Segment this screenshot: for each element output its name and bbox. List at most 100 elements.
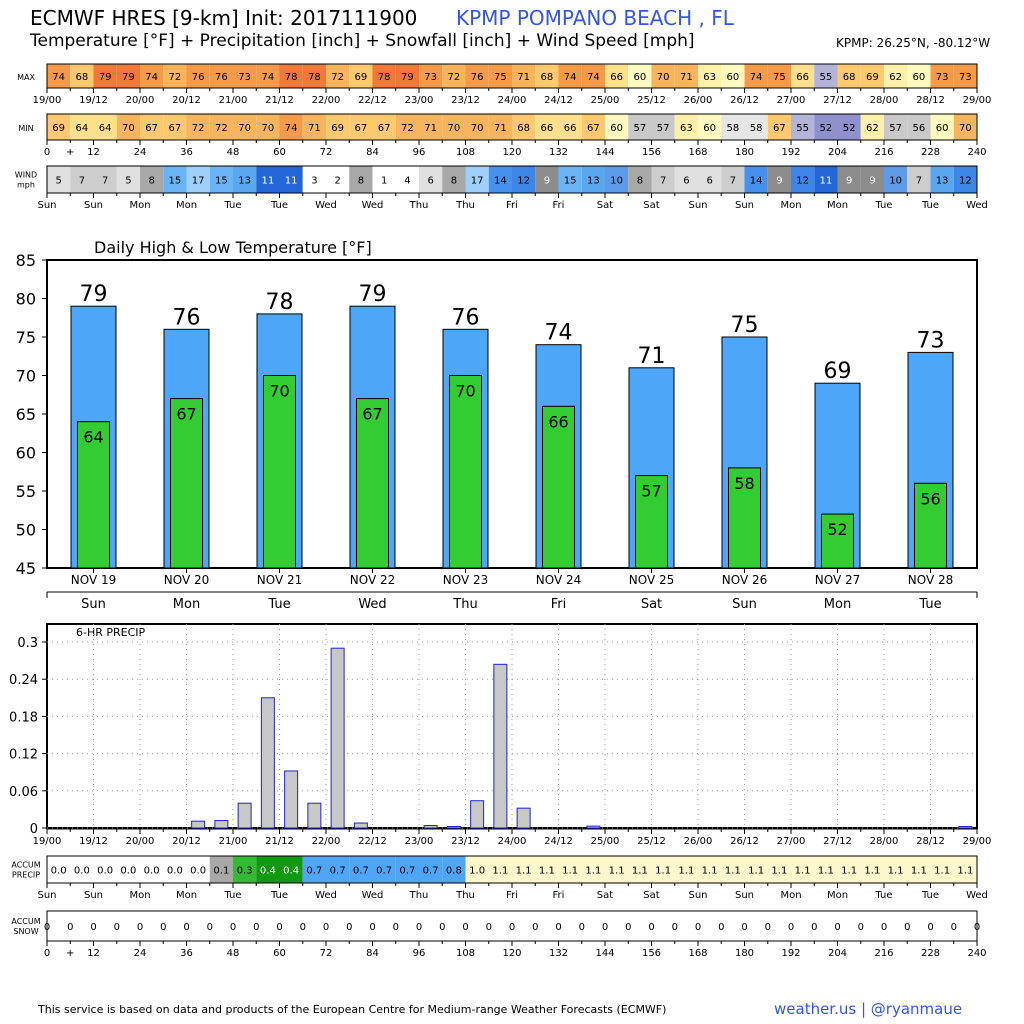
- low-bar: [449, 375, 482, 569]
- cell-value: 68: [517, 123, 530, 134]
- cell: [907, 856, 931, 883]
- cell-value: 1.1: [911, 866, 927, 877]
- cell: [186, 856, 210, 883]
- tick-label: 21/12: [265, 836, 294, 847]
- cell-value: 67: [587, 123, 600, 134]
- cell-value: 63: [680, 123, 693, 134]
- accum-precip-strip: 0.0 0.0 0.0 0.0 0.0 0.0 0.0 0.1 0.3 0.4 0.4 0.7 0.7 0…: [11, 855, 988, 901]
- precip-bar: [423, 825, 438, 829]
- low-bar: [356, 398, 389, 569]
- cell: [698, 166, 722, 193]
- cell: [535, 166, 559, 193]
- plot-title: Daily High & Low Temperature [°F]: [94, 238, 372, 257]
- low-label: 57: [641, 482, 661, 501]
- cell-value: 0: [741, 922, 747, 933]
- precip-bar: [284, 770, 299, 829]
- cell-value: 56: [913, 123, 926, 134]
- tick-label: 20/12: [172, 836, 201, 847]
- footer-link[interactable]: weather.us | @ryanmaue: [774, 1000, 963, 1018]
- cell-value: 78: [378, 72, 391, 83]
- tick-label: 60: [273, 147, 286, 158]
- precip-bar: [214, 820, 229, 829]
- cell-value: 8: [451, 176, 457, 187]
- cell-value: 1.1: [957, 866, 973, 877]
- cell-value: 12: [517, 176, 530, 187]
- cell: [442, 856, 466, 883]
- tick-label: Sun: [688, 890, 707, 901]
- tick-label: Wed: [362, 890, 384, 901]
- strip-label: ACCUM: [11, 917, 40, 926]
- cell: [721, 166, 745, 193]
- cell: [837, 856, 861, 883]
- cell-value: 0: [160, 922, 166, 933]
- cell-value: 1.1: [609, 866, 625, 877]
- cell-value: 71: [424, 123, 437, 134]
- tick-label: 24: [134, 147, 147, 158]
- tick-label: 36: [180, 147, 193, 158]
- cell: [279, 166, 303, 193]
- cell-value: 0: [207, 922, 213, 933]
- cell-value: 0.7: [399, 866, 415, 877]
- cell: [581, 64, 605, 88]
- precip-chart: 6-HR PRECIP 0 0.06 0.12 0.18 0.24 0.3 19/00 19/1…: [9, 623, 991, 847]
- cell-value: 7: [916, 176, 922, 187]
- tick-label: Sun: [37, 890, 56, 901]
- cell-value: 79: [401, 72, 414, 83]
- cell: [512, 64, 536, 88]
- tick-label: 25/12: [637, 836, 666, 847]
- cell: [326, 114, 350, 140]
- cell-value: 52: [843, 123, 856, 134]
- cell: [698, 114, 722, 140]
- cell: [233, 114, 257, 140]
- tick-label: 24: [134, 948, 147, 959]
- cell: [326, 856, 350, 883]
- cell-value: 0.0: [74, 866, 90, 877]
- cell-value: 60: [610, 123, 623, 134]
- tick-label: 120: [502, 948, 521, 959]
- tick-label: 156: [642, 948, 661, 959]
- tick-label: 84: [366, 147, 379, 158]
- cell-value: 0: [90, 922, 96, 933]
- cell-value: 79: [99, 72, 112, 83]
- date-label: NOV 20: [164, 573, 210, 587]
- cell: [721, 856, 745, 883]
- low-label: 70: [269, 382, 289, 401]
- cell-value: 76: [215, 72, 228, 83]
- cell-value: 70: [122, 123, 135, 134]
- strip-label: mph: [17, 181, 35, 190]
- tick-label: 23/12: [451, 836, 480, 847]
- tick-label: 25/00: [591, 95, 620, 106]
- cell-value: 1.1: [795, 866, 811, 877]
- cell-value: 52: [820, 123, 833, 134]
- cell: [628, 64, 652, 88]
- cell-value: 0: [230, 922, 236, 933]
- cell-value: 66: [610, 72, 623, 83]
- cell-value: 69: [52, 123, 65, 134]
- cell: [465, 114, 489, 140]
- cell: [116, 166, 140, 193]
- day-label: Sat: [641, 597, 662, 612]
- cell-value: 74: [145, 72, 158, 83]
- tick-label: 48: [227, 147, 240, 158]
- y-tick-label: 0.3: [17, 636, 38, 651]
- cell: [163, 856, 187, 883]
- cell: [209, 114, 233, 140]
- chart-subtitle: Temperature [°F] + Precipitation [inch] …: [30, 31, 695, 51]
- cell: [372, 166, 396, 193]
- cell-value: 1.1: [562, 866, 578, 877]
- cell-value: 71: [308, 123, 321, 134]
- tick-label: 26/12: [730, 836, 759, 847]
- cell-value: 0.8: [446, 866, 462, 877]
- cell: [907, 166, 931, 193]
- cell: [651, 166, 675, 193]
- tick-label: 27/00: [777, 95, 806, 106]
- tick-label: Fri: [506, 890, 518, 901]
- cell-value: 0: [602, 922, 608, 933]
- cell: [581, 114, 605, 140]
- tick-label: 23/12: [451, 95, 480, 106]
- tick-label: 24/00: [498, 836, 527, 847]
- date-label: NOV 25: [629, 573, 675, 587]
- cell: [419, 166, 443, 193]
- cell: [953, 114, 977, 140]
- cell-value: 0: [625, 922, 631, 933]
